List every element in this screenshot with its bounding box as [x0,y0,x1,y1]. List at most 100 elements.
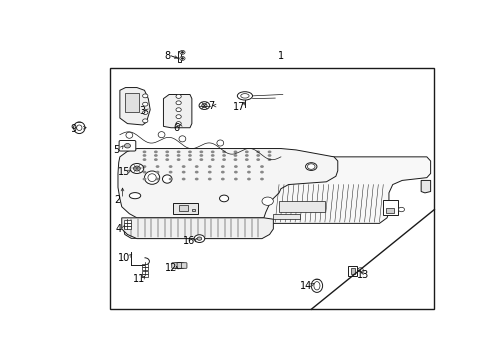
Circle shape [188,150,191,153]
Text: 17: 17 [233,102,245,112]
Circle shape [260,177,264,180]
Circle shape [210,158,214,161]
Polygon shape [120,87,150,125]
Circle shape [256,158,260,161]
Circle shape [130,163,143,174]
Ellipse shape [179,136,185,142]
Ellipse shape [240,94,248,98]
Circle shape [210,150,214,153]
Circle shape [182,177,185,180]
Ellipse shape [313,282,319,290]
Circle shape [233,177,237,180]
Circle shape [267,150,271,153]
Text: 7: 7 [207,100,214,111]
Circle shape [142,102,147,106]
Circle shape [124,144,130,148]
Bar [178,205,188,211]
Polygon shape [420,180,430,193]
Text: 11: 11 [132,274,144,284]
Circle shape [176,158,180,161]
Circle shape [155,165,159,168]
Bar [142,267,148,270]
Ellipse shape [144,171,159,184]
Text: 9: 9 [70,124,76,134]
Text: 16: 16 [183,237,195,246]
Ellipse shape [172,262,186,269]
Text: 15: 15 [117,167,130,177]
Circle shape [154,154,158,157]
Circle shape [262,197,273,205]
Bar [347,266,357,276]
Circle shape [176,101,181,105]
Circle shape [222,158,225,161]
Ellipse shape [237,92,252,100]
Circle shape [142,165,146,168]
Bar [142,274,148,277]
Circle shape [233,158,237,161]
Circle shape [176,150,180,153]
Circle shape [199,102,209,109]
Circle shape [168,177,172,180]
Bar [142,271,148,274]
Circle shape [168,171,172,174]
Circle shape [256,154,260,157]
Polygon shape [163,94,191,128]
Text: 12: 12 [164,263,177,273]
Circle shape [180,57,184,60]
Circle shape [197,237,202,240]
Circle shape [176,122,181,126]
Circle shape [194,171,198,174]
Circle shape [207,177,211,180]
Bar [386,208,393,213]
Circle shape [176,94,181,98]
Text: 2: 2 [114,195,120,205]
Circle shape [222,150,225,153]
Circle shape [182,165,185,168]
Text: 8: 8 [164,51,170,61]
Circle shape [256,150,260,153]
Circle shape [222,154,225,157]
Circle shape [221,171,224,174]
Circle shape [154,158,158,161]
Circle shape [221,177,224,180]
Circle shape [142,119,147,123]
Bar [191,209,195,211]
Text: 13: 13 [357,270,369,280]
Circle shape [176,154,180,157]
FancyBboxPatch shape [119,140,136,151]
Circle shape [168,165,172,168]
Circle shape [181,51,183,53]
Ellipse shape [217,140,223,146]
Circle shape [182,171,185,174]
Circle shape [199,150,203,153]
Polygon shape [124,93,139,112]
Circle shape [210,154,214,157]
Circle shape [142,154,146,157]
Circle shape [357,268,363,271]
Ellipse shape [305,163,316,170]
Polygon shape [262,157,430,223]
Circle shape [260,165,264,168]
Circle shape [199,158,203,161]
Circle shape [233,150,237,153]
Ellipse shape [158,132,164,138]
Circle shape [165,158,169,161]
Circle shape [142,177,146,180]
Circle shape [155,177,159,180]
Circle shape [246,177,250,180]
Ellipse shape [147,174,156,181]
FancyBboxPatch shape [181,263,186,268]
Circle shape [219,195,228,202]
Circle shape [142,150,146,153]
Circle shape [207,171,211,174]
Text: 14: 14 [300,281,312,291]
Circle shape [194,165,198,168]
Ellipse shape [311,279,322,292]
Circle shape [221,165,224,168]
Circle shape [176,108,181,112]
Bar [123,223,131,226]
Circle shape [194,235,204,243]
Bar [123,226,131,229]
Circle shape [233,165,237,168]
Circle shape [398,207,404,212]
